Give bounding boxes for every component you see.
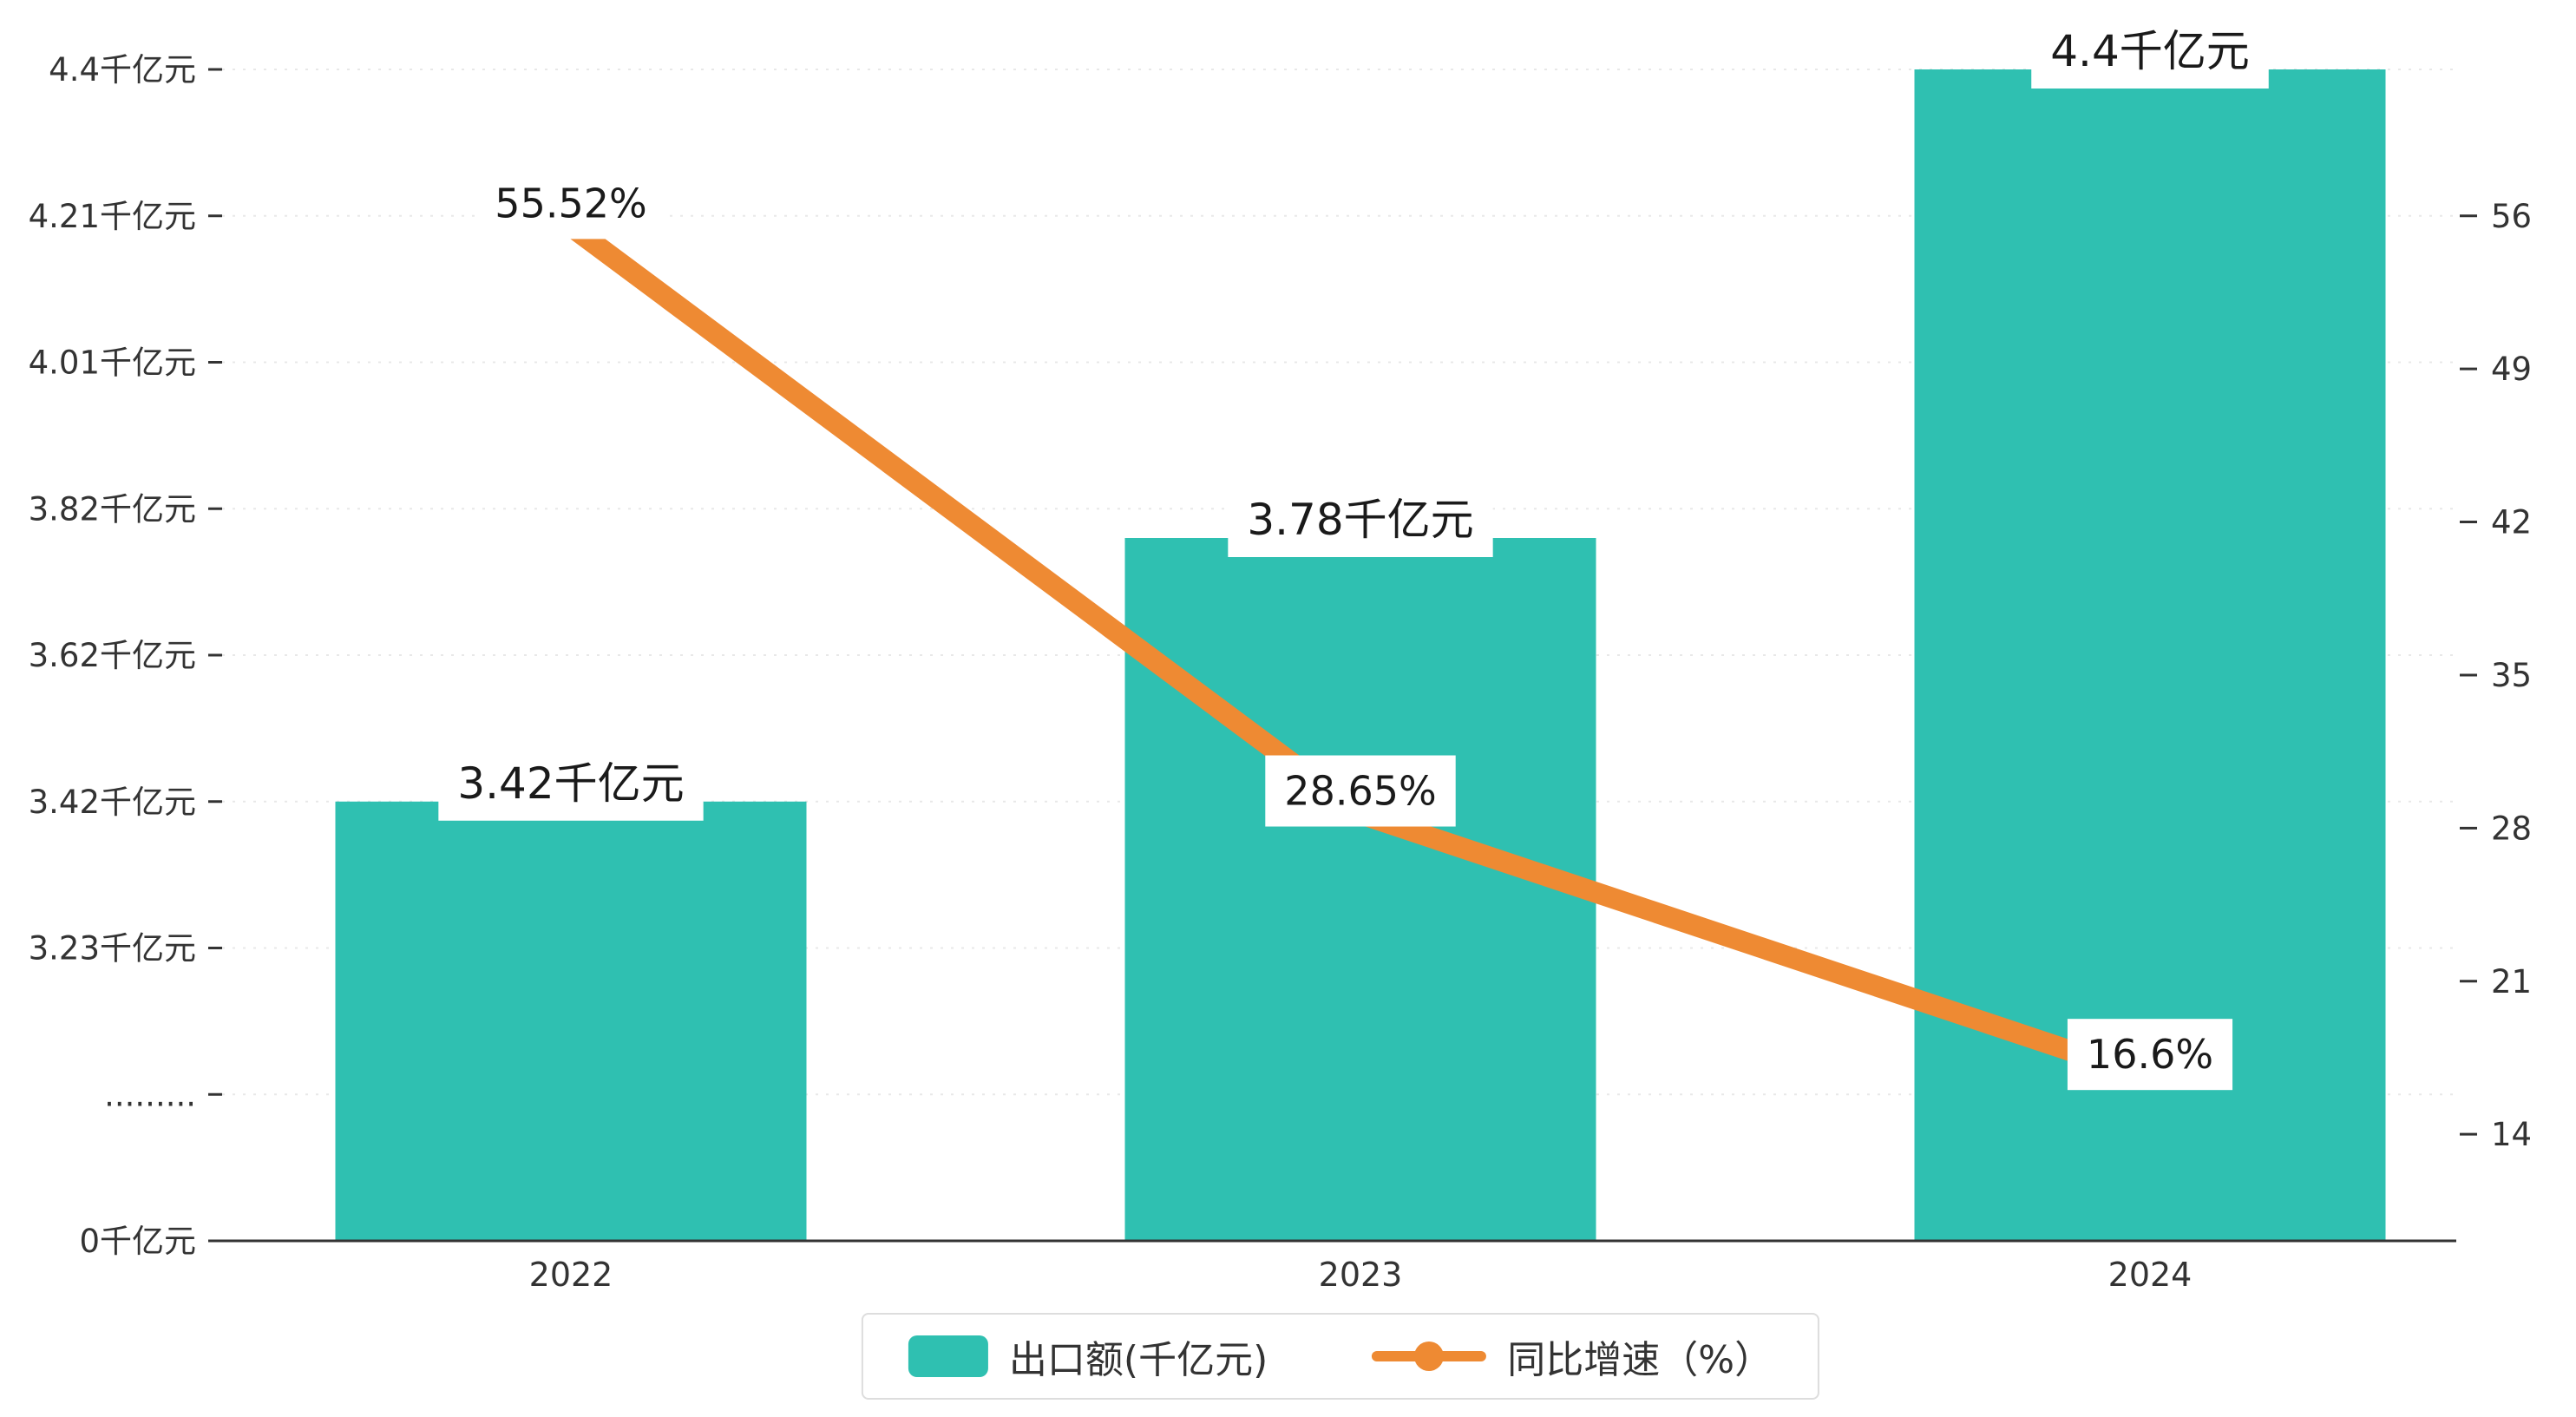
right-axis-tick-label: 42: [2491, 504, 2532, 541]
line-value-label: 55.52%: [495, 180, 646, 226]
line-series-marker: [1372, 1334, 1487, 1379]
bar-value-label-bg: [1228, 482, 1493, 557]
left-axis-tick-label: 4.4千亿元: [49, 51, 196, 89]
right-axis-tick-label: 56: [2491, 198, 2532, 235]
left-axis-tick-label: 3.42千亿元: [29, 784, 196, 821]
line-value-label-bg: [1265, 755, 1456, 827]
line-value-label: 28.65%: [1284, 768, 1436, 815]
left-axis-tick-label: 3.82千亿元: [29, 490, 196, 528]
x-axis-label-2024: 2024: [2108, 1256, 2193, 1294]
right-axis-tick-label: 35: [2491, 657, 2532, 694]
line-value-label-bg: [2067, 1019, 2233, 1091]
x-axis-label-2023: 2023: [1319, 1256, 1403, 1294]
legend-label-export-value: 出口额(千亿元): [1008, 1338, 1268, 1382]
bar-2022: [335, 801, 807, 1241]
bar-value-label-bg: [2031, 14, 2269, 89]
bar-series-marker: [908, 1335, 988, 1377]
line-value-label: 16.6%: [2087, 1031, 2213, 1078]
left-axis-tick-label: 4.21千亿元: [29, 198, 196, 235]
bar-2023: [1124, 538, 1596, 1241]
right-axis-tick-label: 21: [2491, 963, 2532, 1000]
line-value-label-bg: [475, 167, 666, 239]
right-axis-tick-label: 14: [2491, 1116, 2532, 1153]
x-axis-label-2022: 2022: [529, 1256, 613, 1294]
left-axis-tick-label: 4.01千亿元: [29, 344, 196, 382]
bar-value-label: 4.4千亿元: [2050, 26, 2250, 76]
left-axis-tick-label: .........: [104, 1076, 196, 1113]
left-axis-tick-label: 3.62千亿元: [29, 637, 196, 674]
left-axis-tick-label: 3.23千亿元: [29, 930, 196, 968]
legend: 出口额(千亿元) 同比增速（%）: [861, 1313, 1820, 1400]
bar-value-label-bg: [438, 745, 704, 821]
bar-value-label: 3.78千亿元: [1247, 495, 1473, 545]
line-marker-dot: [1414, 1342, 1445, 1371]
left-axis-tick-label: 0千亿元: [79, 1223, 196, 1260]
legend-item-export-value[interactable]: 出口额(千亿元): [908, 1328, 1268, 1384]
bar-value-label: 3.42千亿元: [457, 758, 684, 809]
right-axis-tick-label: 49: [2491, 351, 2532, 388]
right-axis-tick-label: 28: [2491, 810, 2532, 847]
legend-label-growth-rate: 同比增速（%）: [1507, 1338, 1773, 1382]
legend-item-growth-rate[interactable]: 同比增速（%）: [1372, 1328, 1773, 1384]
